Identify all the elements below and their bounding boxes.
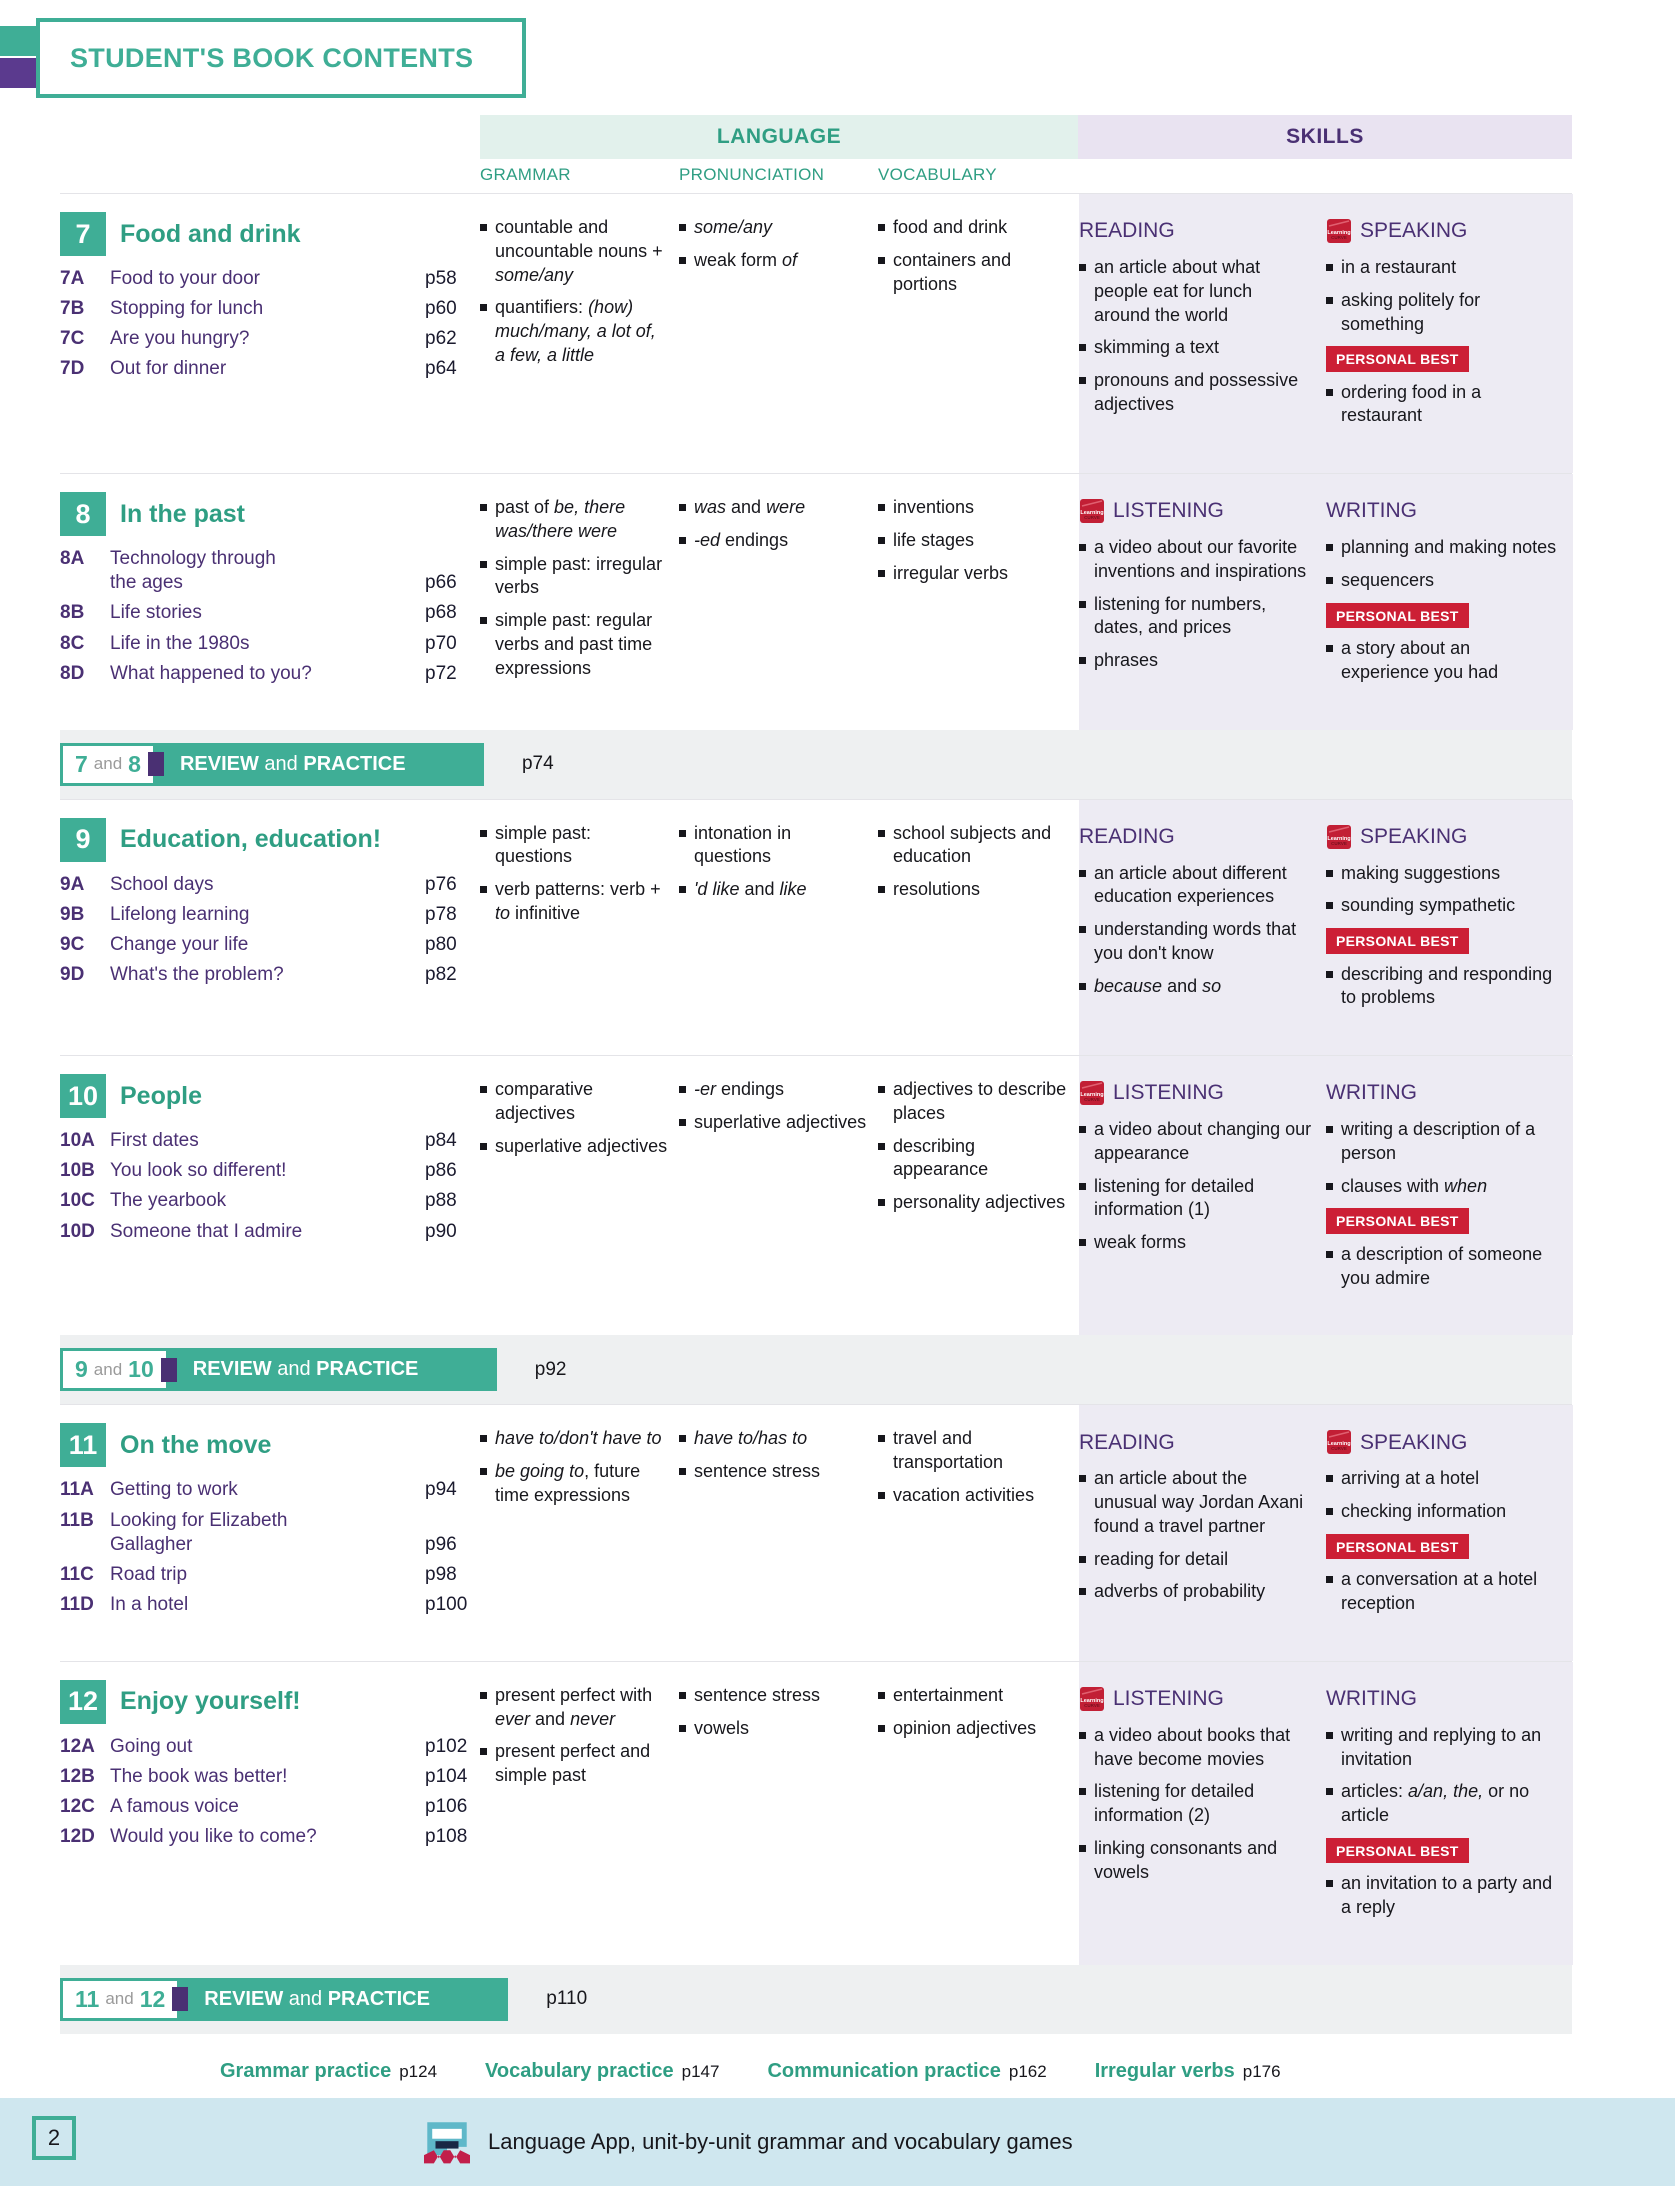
svg-text:CURVE: CURVE	[1331, 1446, 1347, 1451]
svg-text:CURVE: CURVE	[1331, 235, 1347, 240]
svg-text:CURVE: CURVE	[1084, 1703, 1100, 1708]
svg-text:CURVE: CURVE	[1084, 515, 1100, 520]
svg-text:CURVE: CURVE	[1084, 1097, 1100, 1102]
svg-text:CURVE: CURVE	[1331, 841, 1347, 846]
